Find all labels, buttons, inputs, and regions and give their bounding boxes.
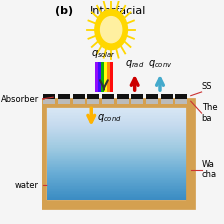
Text: The
ba: The ba (202, 103, 217, 123)
Text: Absorber: Absorber (0, 95, 39, 104)
Bar (87, 94, 99, 99)
Bar (131, 94, 143, 99)
Bar (110, 62, 113, 92)
Bar (161, 94, 172, 99)
Text: SS: SS (202, 82, 212, 91)
Text: $q_{rad}$: $q_{rad}$ (125, 58, 144, 70)
Bar (42, 103, 191, 205)
Circle shape (101, 17, 122, 43)
Bar (87, 99, 99, 104)
Bar (43, 99, 55, 104)
Bar (161, 99, 172, 104)
Bar (58, 99, 70, 104)
Text: $q_{solar}$: $q_{solar}$ (91, 48, 116, 60)
Bar (146, 99, 158, 104)
Bar (131, 99, 143, 104)
Bar (107, 62, 110, 92)
Bar (175, 99, 187, 104)
Bar (73, 99, 85, 104)
Bar (116, 94, 129, 99)
Bar (43, 94, 55, 99)
Bar (98, 62, 101, 92)
Text: (b): (b) (55, 6, 73, 16)
Text: Interfacial: Interfacial (90, 6, 146, 16)
Bar (104, 62, 107, 92)
Text: $q_{conv}$: $q_{conv}$ (148, 58, 172, 70)
Text: Wa
cha: Wa cha (202, 160, 217, 179)
Bar (73, 94, 85, 99)
Bar (146, 94, 158, 99)
Text: water: water (15, 181, 39, 190)
Bar (102, 94, 114, 99)
Circle shape (95, 10, 127, 50)
Bar (95, 62, 98, 92)
Bar (102, 99, 114, 104)
Bar (101, 62, 104, 92)
Bar (58, 94, 70, 99)
Bar (175, 94, 187, 99)
Text: $q_{cond}$: $q_{cond}$ (97, 112, 121, 124)
Bar (116, 99, 129, 104)
